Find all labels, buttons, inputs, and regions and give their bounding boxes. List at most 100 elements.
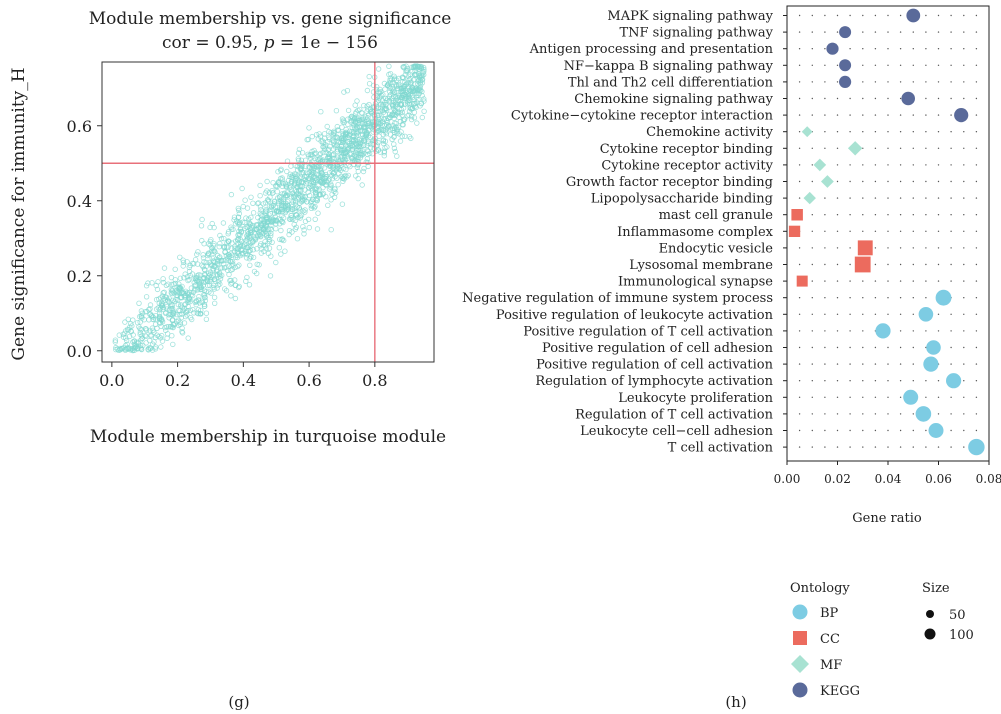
grid-dot [950, 48, 952, 50]
scatter-point [296, 146, 303, 153]
panel-h: MAPK signaling pathway TNF signaling path… [462, 5, 1001, 711]
term-label: Chemokine signaling pathway [574, 92, 773, 107]
scatter-point [288, 186, 294, 193]
grid-dot [937, 197, 940, 199]
scatter-point [195, 249, 201, 255]
grid-dot [899, 164, 902, 166]
grid-dot [849, 446, 851, 448]
term-mark-mf [813, 158, 827, 172]
grid-dot [887, 48, 889, 50]
grid-dot [899, 280, 902, 282]
grid-dot [899, 14, 902, 17]
grid-dot [925, 48, 927, 50]
scatter-point [399, 85, 405, 91]
scatter-point [180, 259, 187, 266]
scatter-point [384, 119, 391, 126]
scatter-point [170, 308, 176, 314]
grid-dot [937, 330, 940, 332]
grid-dot [836, 164, 839, 166]
grid-dot [975, 147, 978, 149]
scatter-point [385, 82, 391, 88]
scatter-point [153, 282, 159, 289]
scatter-point [317, 133, 323, 140]
grid-dot [899, 263, 902, 266]
grid-dot [849, 263, 851, 266]
scatter-point [392, 102, 398, 108]
grid-dot [937, 413, 940, 415]
term-mark-cc [857, 240, 873, 256]
scatter-point [320, 191, 326, 198]
term-label: Lipopolysaccharide binding [591, 192, 773, 207]
grid-dot [874, 413, 877, 415]
scatter-point [226, 271, 232, 278]
scatter-point [419, 114, 425, 121]
grid-dot [899, 230, 902, 232]
grid-dot [811, 147, 813, 149]
term-mark-mf [847, 141, 863, 156]
scatter-point [143, 327, 150, 333]
scatter-point [161, 265, 168, 271]
scatter-point [266, 212, 272, 218]
grid-dot [975, 97, 978, 100]
scatter-point [392, 75, 398, 81]
scatter-point [403, 68, 409, 74]
grid-dot [862, 363, 864, 365]
scatter-point [328, 226, 334, 233]
grid-dot [811, 346, 813, 349]
scatter-point [181, 320, 188, 326]
scatter-point [239, 185, 245, 192]
grid-dot [975, 131, 978, 133]
scatter-point [147, 306, 153, 312]
grid-dot [912, 48, 914, 50]
scatter-point [194, 251, 200, 258]
scatter-point [198, 311, 204, 317]
scatter-point [257, 182, 263, 189]
grid-dot [975, 197, 978, 199]
grid-dot [824, 81, 826, 83]
scatter-point [169, 317, 175, 323]
grid-dot [874, 14, 877, 17]
scatter-point [401, 63, 407, 70]
scatter-point [192, 282, 198, 289]
term-label: Regulation of lymphocyte activation [535, 374, 773, 389]
grid-dot [874, 247, 877, 249]
grid-dot [899, 197, 902, 199]
scatter-point [232, 221, 239, 227]
scatter-point [152, 344, 159, 350]
grid-dot [862, 380, 864, 382]
grid-dot [887, 114, 889, 116]
scatter-point [211, 294, 218, 301]
scatter-point [209, 255, 215, 261]
legend-swatch-mf [791, 655, 809, 673]
grid-dot [824, 214, 826, 216]
scatter-point [211, 300, 218, 306]
scatter-point [396, 93, 403, 99]
scatter-point [377, 86, 383, 93]
grid-dot [963, 363, 965, 365]
term-mark-bp [946, 373, 962, 389]
g-subtitle: cor = 0.95, p = 1e − 156 [162, 33, 378, 53]
scatter-point [256, 262, 262, 268]
grid-dot [950, 64, 952, 67]
term-mark-mf [820, 175, 834, 188]
scatter-point [350, 114, 356, 121]
grid-dot [887, 214, 889, 216]
scatter-point [325, 202, 331, 208]
scatter-point [295, 150, 302, 156]
scatter-point [225, 229, 232, 235]
grid-dot [862, 31, 864, 33]
scatter-point [359, 110, 365, 116]
scatter-point [255, 214, 261, 221]
scatter-point [120, 334, 127, 340]
grid-dot [887, 247, 889, 249]
scatter-point [413, 94, 420, 100]
grid-dot [963, 413, 965, 415]
h-x-axis-label: Gene ratio [852, 511, 922, 526]
scatter-point [358, 143, 364, 150]
scatter-point [392, 108, 398, 114]
scatter-point [180, 263, 186, 269]
scatter-point [363, 114, 369, 120]
scatter-point [266, 238, 273, 245]
scatter-point [285, 177, 292, 184]
